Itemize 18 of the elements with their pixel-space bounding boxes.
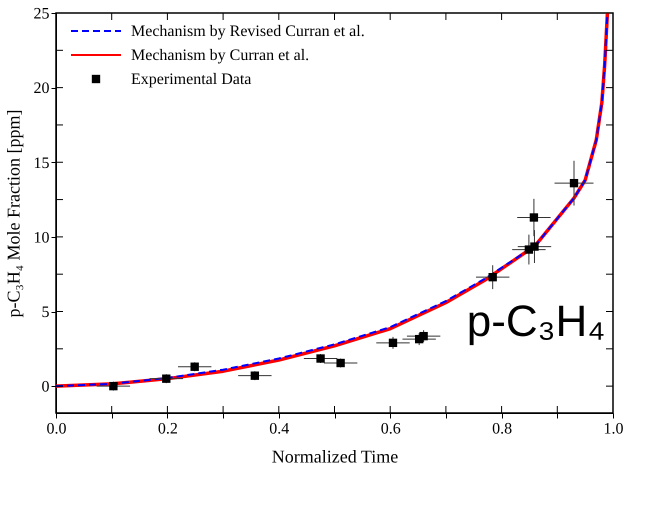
x-tick-label: 0.0: [46, 420, 66, 438]
legend-label: Mechanism by Revised Curran et al.: [131, 23, 365, 40]
y-tick-label: 25: [34, 6, 50, 22]
y-tick-label: 0: [42, 378, 50, 396]
x-tick-label: 0.6: [380, 420, 401, 438]
x-tick-label: 0.8: [492, 420, 512, 438]
y-tick-label: 10: [34, 229, 50, 246]
x-tick-label: 1.0: [604, 420, 624, 438]
x-tick-label: 0.2: [158, 420, 178, 438]
y-axis-title: p-C₃H₄ Mole Fraction [ppm]: [4, 109, 24, 318]
x-axis-title: Normalized Time: [272, 446, 398, 466]
legend-label: Experimental Data: [131, 71, 252, 88]
y-tick-label: 20: [34, 80, 50, 98]
annotation: p-C₃H₄: [466, 297, 606, 346]
y-tick-label: 15: [34, 154, 50, 172]
x-tick-label: 0.4: [269, 420, 290, 438]
legend-label: Mechanism by Curran et al.: [131, 47, 310, 64]
y-tick-label: 5: [42, 304, 50, 322]
